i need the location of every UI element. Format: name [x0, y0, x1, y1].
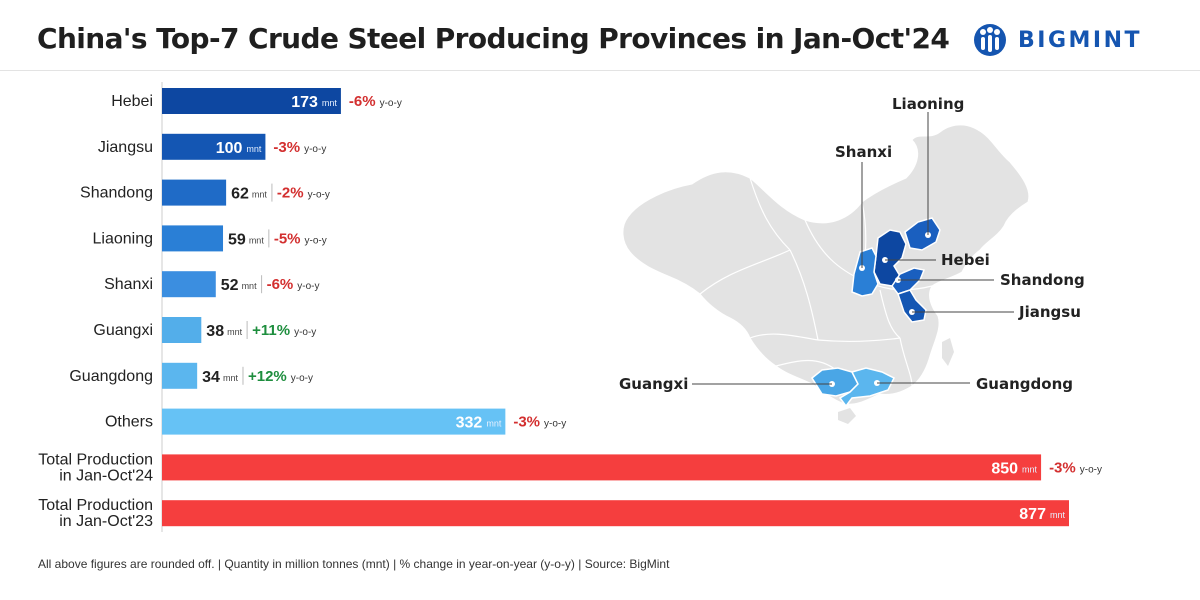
bigmint-logo-icon	[974, 24, 1006, 56]
unit-label-others: mnt	[486, 419, 502, 429]
bar-shanxi	[162, 271, 216, 298]
unit-label-jiangsu: mnt	[246, 144, 262, 154]
bigmint-logo-text: BIGMINT	[1018, 28, 1143, 53]
value-label-hebei: 173	[291, 94, 318, 111]
value-label-others: 332	[456, 415, 483, 432]
yoy-change-jiangsu: -3%	[273, 139, 300, 156]
yoy-suffix-jiangsu: y-o-y	[304, 144, 326, 155]
highlighted-provinces	[811, 217, 941, 408]
category-label-jiangsu: Jiangsu	[98, 139, 153, 156]
chart-title: China's Top-7 Crude Steel Producing Prov…	[37, 22, 950, 55]
unit-label-total-production-in-jan-oct-23: mnt	[1050, 510, 1066, 520]
footnote: All above figures are rounded off. | Qua…	[38, 557, 670, 571]
yoy-suffix-shandong: y-o-y	[308, 190, 330, 201]
unit-label-guangxi: mnt	[227, 327, 243, 337]
category-label-others: Others	[105, 414, 153, 431]
yoy-change-total-production-in-jan-oct-24: -3%	[1049, 459, 1076, 476]
yoy-suffix-shanxi: y-o-y	[297, 281, 319, 292]
yoy-suffix-guangxi: y-o-y	[294, 327, 316, 338]
bar-hebei	[162, 88, 341, 114]
yoy-suffix-guangdong: y-o-y	[291, 373, 313, 384]
value-label-jiangsu: 100	[216, 140, 243, 157]
bar-others	[162, 408, 506, 435]
category-label-total-production-in-jan-oct-23-line-1: Total Production	[38, 497, 153, 514]
bar-guangxi	[162, 317, 202, 343]
bar-shandong	[162, 179, 227, 206]
bar-jiangsu	[162, 133, 266, 160]
yoy-change-guangxi: +11%	[252, 322, 290, 339]
yoy-change-liaoning: -5%	[274, 230, 301, 247]
category-label-liaoning: Liaoning	[93, 230, 154, 247]
category-label-shandong: Shandong	[80, 185, 153, 202]
china-map: Liaoning Shanxi Hebei Shandong Jiangsu G…	[619, 95, 1085, 424]
province-labels: Liaoning Shanxi Hebei Shandong Jiangsu G…	[619, 95, 1085, 393]
value-label-total-production-in-jan-oct-23: 877	[1019, 506, 1046, 523]
province-shape-jiangsu	[897, 289, 927, 323]
value-label-shandong: 62	[231, 186, 249, 203]
map-label-liaoning: Liaoning	[892, 95, 964, 113]
province-shape-shanxi	[851, 247, 879, 297]
value-label-shanxi: 52	[221, 277, 239, 294]
category-label-shanxi: Shanxi	[104, 276, 153, 293]
map-label-guangxi: Guangxi	[619, 375, 688, 393]
hainan-shape	[838, 408, 856, 424]
category-label-guangxi: Guangxi	[93, 322, 153, 339]
value-label-total-production-in-jan-oct-24: 850	[991, 460, 1018, 477]
yoy-suffix-total-production-in-jan-oct-24: y-o-y	[1080, 464, 1102, 475]
taiwan-shape	[942, 338, 954, 366]
yoy-change-guangdong: +12%	[248, 368, 287, 385]
unit-label-shandong: mnt	[252, 190, 268, 200]
bar-total-production-in-jan-oct-24	[162, 454, 1042, 481]
map-label-shandong: Shandong	[1000, 271, 1085, 289]
province-shape-liaoning	[904, 217, 941, 251]
unit-label-shanxi: mnt	[242, 281, 258, 291]
value-label-guangdong: 34	[202, 369, 220, 386]
category-label-total-production-in-jan-oct-24-line-1: Total Production	[38, 451, 153, 468]
map-label-guangdong: Guangdong	[976, 375, 1073, 393]
map-label-shanxi: Shanxi	[835, 143, 892, 161]
yoy-change-hebei: -6%	[349, 93, 376, 110]
unit-label-guangdong: mnt	[223, 373, 239, 383]
unit-label-total-production-in-jan-oct-24: mnt	[1022, 464, 1038, 474]
yoy-suffix-liaoning: y-o-y	[305, 235, 327, 246]
yoy-suffix-hebei: y-o-y	[380, 98, 402, 109]
bar-guangdong	[162, 362, 198, 389]
bigmint-logo: BIGMINT	[972, 22, 1162, 58]
category-label-total-production-in-jan-oct-23-line-2: in Jan-Oct'23	[59, 513, 153, 530]
value-label-guangxi: 38	[206, 323, 224, 340]
unit-label-hebei: mnt	[322, 98, 338, 108]
map-label-hebei: Hebei	[941, 251, 990, 269]
bar-liaoning	[162, 225, 224, 252]
yoy-suffix-others: y-o-y	[544, 419, 566, 430]
map-land	[622, 124, 1030, 424]
yoy-change-others: -3%	[513, 414, 540, 431]
category-label-total-production-in-jan-oct-24-line-2: in Jan-Oct'24	[59, 467, 153, 484]
bar-total-production-in-jan-oct-23	[162, 500, 1069, 527]
category-label-guangdong: Guangdong	[69, 368, 153, 385]
yoy-change-shanxi: -6%	[267, 276, 294, 293]
map-label-jiangsu: Jiangsu	[1018, 303, 1081, 321]
china-outline-shape	[622, 124, 1030, 405]
header-divider	[0, 70, 1200, 71]
value-label-liaoning: 59	[228, 231, 246, 248]
yoy-change-shandong: -2%	[277, 185, 304, 202]
unit-label-liaoning: mnt	[249, 235, 265, 245]
leader-lines	[692, 112, 1014, 385]
province-shape-guangdong	[838, 367, 896, 408]
category-label-hebei: Hebei	[111, 93, 153, 110]
